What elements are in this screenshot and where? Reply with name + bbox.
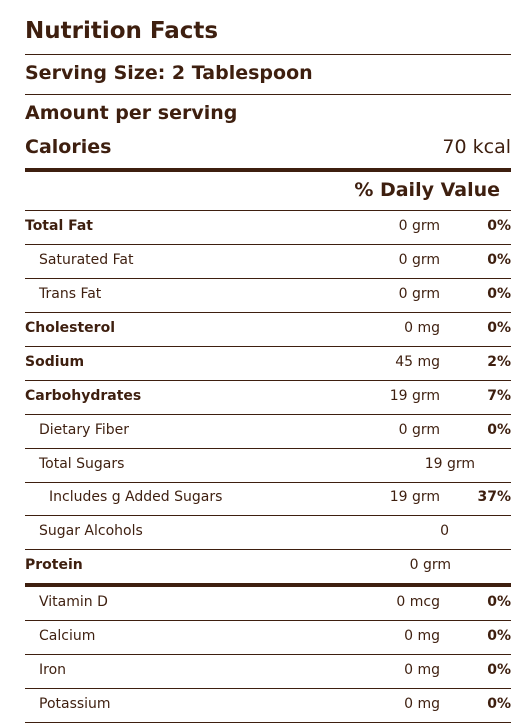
nutrient-name: Potassium [39, 696, 111, 712]
nutrient-row-dietary-fiber: Dietary Fiber 0 grm 0% [25, 414, 511, 448]
nutrient-name: Sugar Alcohols [39, 523, 143, 539]
thick-divider [25, 168, 511, 172]
nutrient-amount: 0 grm [409, 557, 451, 573]
nutrient-daily-value: 0% [487, 320, 511, 336]
nutrient-name: Dietary Fiber [39, 422, 130, 438]
nutrient-name: Total Sugars [39, 456, 125, 472]
nutrient-daily-value: 0% [487, 594, 511, 610]
divider [25, 448, 511, 449]
nutrient-daily-value: 0% [487, 422, 511, 438]
nutrient-row-trans-fat: Trans Fat 0 grm 0% [25, 278, 511, 312]
nutrient-daily-value: 0% [487, 218, 511, 234]
divider [25, 482, 511, 483]
nutrient-row-sodium: Sodium 45 mg 2% [25, 346, 511, 380]
nutrient-name: Total Fat [25, 218, 94, 234]
divider [25, 94, 511, 95]
nutrient-amount: 19 grm [389, 489, 440, 505]
nutrient-amount: 0 mg [404, 320, 440, 336]
divider [25, 688, 511, 689]
nutrient-row-iron: Iron 0 mg 0% [25, 654, 511, 688]
nutrient-amount: 0 grm [398, 252, 440, 268]
divider [25, 380, 511, 381]
nutrient-name: Trans Fat [39, 286, 102, 302]
serving-size: Serving Size: 2 Tablespoon [25, 62, 313, 84]
nutrient-row-sugar-alcohols: Sugar Alcohols 0 [25, 515, 511, 549]
nutrient-daily-value: 2% [487, 354, 511, 370]
nutrient-name: Vitamin D [39, 594, 108, 610]
nutrient-name: Cholesterol [25, 320, 115, 336]
nutrient-daily-value: 0% [487, 696, 511, 712]
divider [25, 620, 511, 621]
nutrient-row-protein: Protein 0 grm [25, 549, 511, 583]
nutrient-row-cholesterol: Cholesterol 0 mg 0% [25, 312, 511, 346]
nutrient-amount: 19 grm [389, 388, 440, 404]
nutrient-name: Carbohydrates [25, 388, 142, 404]
nutrient-amount: 0 mcg [396, 594, 440, 610]
nutrient-amount: 0 grm [398, 286, 440, 302]
divider [25, 54, 511, 55]
thick-divider [25, 583, 511, 587]
divider [25, 210, 511, 211]
nutrient-amount: 0 [440, 523, 449, 539]
nutrient-amount: 0 mg [404, 662, 440, 678]
nutrient-daily-value: 7% [487, 388, 511, 404]
nutrient-amount: 0 mg [404, 696, 440, 712]
nutrient-row-total-sugars: Total Sugars 19 grm [25, 448, 511, 482]
nutrient-row-calcium: Calcium 0 mg 0% [25, 620, 511, 654]
amount-per-serving-label: Amount per serving [25, 102, 238, 124]
nutrient-row-total-fat: Total Fat 0 grm 0% [25, 210, 511, 244]
nutrient-row-potassium: Potassium 0 mg 0% [25, 688, 511, 722]
nutrition-title: Nutrition Facts [25, 18, 219, 44]
nutrient-amount: 0 mg [404, 628, 440, 644]
divider [25, 722, 511, 723]
nutrient-row-added-sugars: Includes g Added Sugars 19 grm 37% [25, 481, 511, 515]
nutrient-daily-value: 0% [487, 252, 511, 268]
nutrient-name: Calcium [39, 628, 96, 644]
divider [25, 414, 511, 415]
divider [25, 346, 511, 347]
divider [25, 549, 511, 550]
nutrient-amount: 19 grm [424, 456, 475, 472]
nutrient-row-saturated-fat: Saturated Fat 0 grm 0% [25, 244, 511, 278]
nutrient-name: Includes g Added Sugars [49, 489, 223, 505]
divider [25, 278, 511, 279]
nutrient-amount: 0 grm [398, 218, 440, 234]
divider [25, 515, 511, 516]
nutrient-row-carbohydrates: Carbohydrates 19 grm 7% [25, 380, 511, 414]
nutrient-daily-value: 0% [487, 628, 511, 644]
nutrient-name: Sodium [25, 354, 85, 370]
nutrient-name: Protein [25, 557, 83, 573]
nutrient-name: Saturated Fat [39, 252, 134, 268]
calories-value: 70 kcal [442, 136, 511, 158]
nutrient-row-vitamin-d: Vitamin D 0 mcg 0% [25, 586, 511, 620]
calories-label: Calories [25, 136, 112, 158]
nutrient-amount: 0 grm [398, 422, 440, 438]
nutrient-name: Iron [39, 662, 67, 678]
daily-value-header: % Daily Value [354, 179, 500, 201]
nutrient-daily-value: 37% [477, 489, 511, 505]
nutrient-daily-value: 0% [487, 662, 511, 678]
nutrient-daily-value: 0% [487, 286, 511, 302]
nutrient-amount: 45 mg [395, 354, 440, 370]
divider [25, 312, 511, 313]
divider [25, 654, 511, 655]
divider [25, 244, 511, 245]
